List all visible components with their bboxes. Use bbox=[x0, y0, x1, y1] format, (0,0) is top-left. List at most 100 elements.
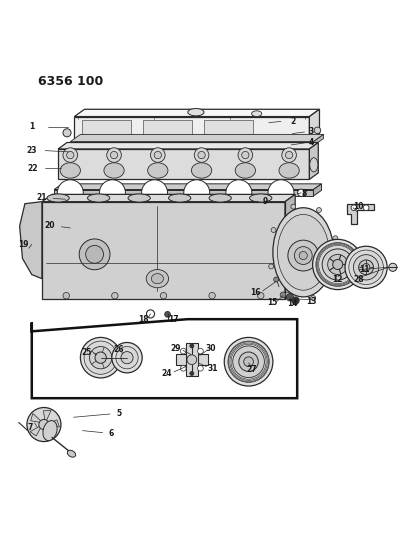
Text: 21: 21 bbox=[37, 193, 47, 202]
Circle shape bbox=[353, 255, 379, 280]
Text: 10: 10 bbox=[353, 202, 363, 211]
Circle shape bbox=[197, 348, 203, 354]
Circle shape bbox=[316, 243, 359, 286]
Text: 12: 12 bbox=[332, 276, 342, 285]
Circle shape bbox=[269, 264, 274, 269]
Circle shape bbox=[209, 293, 215, 299]
Text: 29: 29 bbox=[171, 344, 181, 353]
Polygon shape bbox=[285, 195, 295, 299]
Circle shape bbox=[389, 263, 397, 271]
Polygon shape bbox=[43, 410, 51, 423]
Circle shape bbox=[228, 341, 269, 382]
Bar bbox=[143, 120, 192, 138]
Circle shape bbox=[165, 311, 171, 317]
Polygon shape bbox=[74, 117, 309, 141]
Polygon shape bbox=[313, 134, 324, 146]
Circle shape bbox=[63, 148, 78, 163]
Circle shape bbox=[142, 180, 168, 206]
Circle shape bbox=[86, 245, 104, 263]
Text: 27: 27 bbox=[246, 365, 257, 374]
Circle shape bbox=[180, 366, 186, 371]
Polygon shape bbox=[70, 142, 313, 146]
Circle shape bbox=[286, 294, 293, 301]
Polygon shape bbox=[46, 420, 60, 427]
Circle shape bbox=[27, 408, 61, 441]
Circle shape bbox=[286, 151, 293, 159]
Circle shape bbox=[363, 205, 369, 211]
Text: 26: 26 bbox=[114, 345, 124, 354]
Polygon shape bbox=[58, 149, 309, 180]
Text: 6356 100: 6356 100 bbox=[38, 75, 103, 88]
Text: 16: 16 bbox=[251, 288, 261, 297]
Circle shape bbox=[89, 346, 112, 369]
Circle shape bbox=[322, 249, 353, 280]
Circle shape bbox=[257, 293, 264, 299]
Text: 2: 2 bbox=[290, 117, 296, 126]
Circle shape bbox=[292, 297, 299, 304]
Circle shape bbox=[154, 151, 162, 159]
Polygon shape bbox=[309, 109, 319, 141]
Circle shape bbox=[351, 205, 357, 211]
Circle shape bbox=[239, 352, 258, 372]
Polygon shape bbox=[347, 204, 374, 224]
Circle shape bbox=[362, 263, 370, 271]
Circle shape bbox=[242, 151, 249, 159]
Circle shape bbox=[333, 260, 343, 270]
Polygon shape bbox=[31, 414, 43, 423]
Circle shape bbox=[313, 239, 363, 289]
Ellipse shape bbox=[75, 138, 82, 141]
Text: 11: 11 bbox=[359, 265, 369, 274]
Circle shape bbox=[111, 151, 118, 159]
Circle shape bbox=[95, 352, 106, 364]
Ellipse shape bbox=[184, 138, 191, 141]
Circle shape bbox=[282, 148, 296, 163]
Circle shape bbox=[238, 148, 253, 163]
Circle shape bbox=[268, 180, 294, 206]
Text: 15: 15 bbox=[267, 298, 277, 308]
Text: 4: 4 bbox=[309, 139, 314, 148]
Polygon shape bbox=[42, 201, 285, 299]
Ellipse shape bbox=[273, 208, 334, 297]
Ellipse shape bbox=[310, 158, 318, 172]
Circle shape bbox=[285, 292, 290, 297]
Circle shape bbox=[67, 151, 74, 159]
Ellipse shape bbox=[60, 163, 80, 178]
Ellipse shape bbox=[104, 163, 124, 178]
Ellipse shape bbox=[67, 450, 75, 457]
Ellipse shape bbox=[87, 194, 110, 202]
Text: 1: 1 bbox=[29, 122, 34, 131]
Circle shape bbox=[39, 419, 49, 430]
Circle shape bbox=[359, 260, 373, 274]
Circle shape bbox=[299, 252, 307, 260]
Ellipse shape bbox=[277, 214, 329, 290]
Text: 6: 6 bbox=[108, 430, 113, 438]
Circle shape bbox=[294, 247, 312, 264]
Ellipse shape bbox=[302, 138, 308, 141]
Text: 9: 9 bbox=[262, 197, 267, 206]
Circle shape bbox=[280, 292, 286, 298]
Ellipse shape bbox=[191, 163, 212, 178]
Text: 30: 30 bbox=[205, 344, 216, 353]
Ellipse shape bbox=[279, 163, 299, 178]
Circle shape bbox=[333, 236, 338, 240]
Text: 14: 14 bbox=[287, 300, 297, 308]
Polygon shape bbox=[74, 109, 319, 117]
Polygon shape bbox=[175, 354, 208, 366]
Text: 5: 5 bbox=[116, 409, 122, 418]
Circle shape bbox=[274, 277, 279, 282]
Circle shape bbox=[288, 240, 319, 271]
Polygon shape bbox=[42, 195, 295, 201]
Text: 28: 28 bbox=[353, 275, 364, 284]
Bar bbox=[82, 120, 131, 138]
Circle shape bbox=[271, 228, 276, 232]
Polygon shape bbox=[70, 134, 324, 142]
Circle shape bbox=[349, 250, 384, 285]
Text: 19: 19 bbox=[18, 240, 29, 249]
Circle shape bbox=[180, 348, 186, 354]
Circle shape bbox=[116, 346, 138, 369]
Polygon shape bbox=[44, 426, 53, 440]
Polygon shape bbox=[186, 343, 197, 376]
Circle shape bbox=[197, 366, 203, 371]
Ellipse shape bbox=[250, 194, 272, 202]
Circle shape bbox=[151, 148, 165, 163]
